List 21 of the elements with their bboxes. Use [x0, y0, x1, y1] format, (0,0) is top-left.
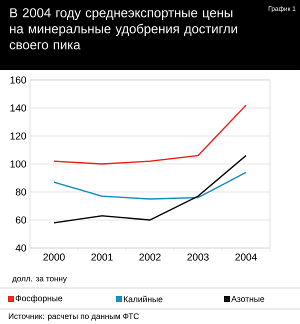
- x-tick-label: 2003: [187, 254, 209, 261]
- legend-label: Фосфорные: [16, 295, 62, 303]
- y-tick-label: 140: [10, 104, 26, 112]
- text: Источник: расчеты по данным ФТС: [8, 313, 139, 321]
- legend-label: Азотные: [231, 296, 264, 302]
- line-series: [53, 104, 247, 165]
- line-series: [53, 172, 247, 200]
- x-tick-label: 2001: [91, 254, 113, 261]
- x-tick-label: 2000: [43, 254, 65, 261]
- y-tick-label: 160: [10, 76, 26, 84]
- y-axis-title: долл. за тонну: [12, 277, 67, 283]
- x-tick-label: 2002: [139, 254, 161, 261]
- y-tick-label: 120: [10, 132, 26, 140]
- y-tick-label: 60: [16, 216, 26, 224]
- y-tick-label: 80: [16, 188, 26, 196]
- y-tick-label: 40: [16, 244, 26, 252]
- legend-label: Калийные: [124, 296, 162, 302]
- y-tick-label: 100: [10, 160, 26, 168]
- x-tick-label: 2004: [235, 254, 257, 261]
- chart-title: В 2004 году среднеэкспортные цены на минеральные удобрения достигли своего пика: [10, 8, 237, 50]
- line-series: [53, 154, 247, 224]
